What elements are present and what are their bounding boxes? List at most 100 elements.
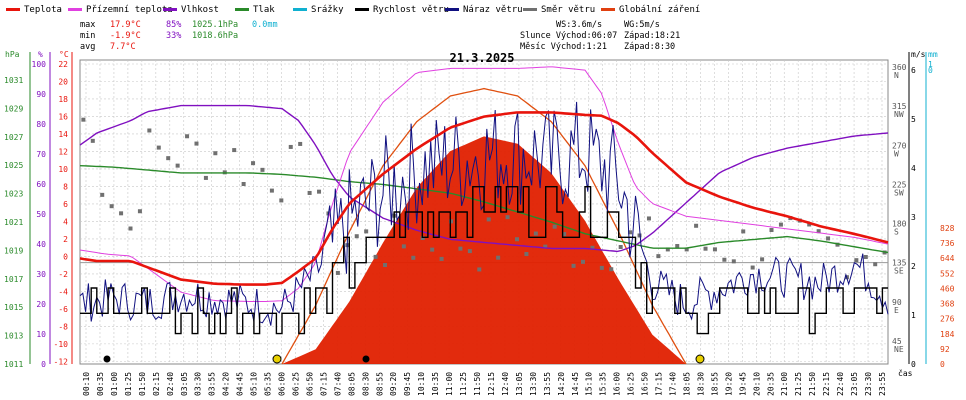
- wind-direction-point: [373, 254, 378, 259]
- dir-tick-deg: 225: [892, 180, 907, 189]
- wind-direction-point: [590, 245, 595, 250]
- x-tick-label: 01:00: [110, 372, 119, 396]
- press-tick-label: 1017: [4, 275, 23, 284]
- rad-tick-label: 368: [940, 300, 955, 309]
- x-tick-label: 03:30: [194, 372, 203, 396]
- x-tick-label: 12:15: [487, 372, 496, 396]
- series-ground-temp: [79, 66, 889, 302]
- x-tick-label: 05:10: [250, 372, 259, 396]
- temp-tick-label: 12: [58, 147, 68, 156]
- wind-direction-point: [477, 267, 482, 272]
- rain-tick-label: 1: [928, 60, 933, 69]
- x-tick-label: 06:25: [291, 372, 300, 396]
- wind-direction-point: [646, 216, 651, 221]
- wind-direction-point: [81, 117, 86, 122]
- x-tick-label: 18:05: [682, 372, 691, 396]
- wind-direction-point: [203, 175, 208, 180]
- wind-direction-point: [712, 247, 717, 252]
- hum-tick-label: 50: [36, 210, 46, 219]
- series-temperature: [79, 111, 889, 286]
- temp-tick-label: 10: [58, 165, 68, 174]
- temp-tick-label: 18: [58, 95, 68, 104]
- legend-label: Vlhkost: [181, 5, 219, 15]
- x-tick-label: 21:00: [780, 372, 789, 396]
- rad-tick-label: 276: [940, 315, 955, 324]
- x-tick-label: 11:50: [473, 372, 482, 396]
- temp-tick-label: -4: [58, 287, 68, 296]
- dir-tick-deg: 180: [892, 220, 907, 229]
- wind-direction-point: [232, 148, 237, 153]
- x-tick-label: 03:05: [180, 372, 189, 396]
- x-tick-label: 13:05: [515, 372, 524, 396]
- press-unit: hPa: [5, 50, 20, 59]
- x-tick-label: 08:55: [375, 372, 384, 396]
- x-tick-label: 01:25: [124, 372, 133, 396]
- press-tick-label: 1023: [4, 190, 23, 199]
- hum-unit: %: [38, 50, 43, 59]
- wind-tick-label: 5: [911, 115, 916, 124]
- wind-direction-point: [741, 229, 746, 234]
- legend-label: Srážky: [311, 5, 344, 15]
- hum-tick-label: 40: [36, 240, 46, 249]
- wind-direction-point: [383, 263, 388, 268]
- wind-direction-point: [524, 252, 529, 257]
- dir-tick-deg: 360: [892, 63, 907, 72]
- hum-tick-label: 20: [36, 300, 46, 309]
- x-tick-label: 13:30: [529, 372, 538, 396]
- temp-unit: °C: [59, 50, 69, 59]
- x-tick-label: 21:25: [794, 372, 803, 396]
- press-tick-label: 1013: [4, 332, 23, 341]
- dir-tick-name: NE: [894, 345, 904, 354]
- x-tick-label: 00:35: [96, 372, 105, 396]
- dir-tick-deg: 90: [892, 298, 902, 307]
- wind-tick-label: 4: [911, 164, 916, 173]
- rad-tick-label: 644: [940, 254, 955, 263]
- stat-avg-label: avg: [80, 42, 95, 52]
- dir-tick-deg: 270: [892, 141, 907, 150]
- wind-direction-point: [166, 156, 171, 161]
- x-tick-label: 02:40: [166, 372, 175, 396]
- wind-direction-point: [354, 234, 359, 239]
- x-tick-label: 11:00: [445, 372, 454, 396]
- stat-max-label: max: [80, 20, 95, 30]
- wind-direction-point: [449, 219, 454, 224]
- x-tick-label: 14:20: [557, 372, 566, 396]
- hum-tick-label: 70: [36, 150, 46, 159]
- temp-tick-label: 2: [63, 235, 68, 244]
- x-tick-label: 05:35: [264, 372, 273, 396]
- wind-tick-label: 3: [911, 213, 916, 222]
- x-tick-label: 14:45: [571, 372, 580, 396]
- press-tick-label: 1011: [4, 360, 23, 369]
- rad-tick-label: 828: [940, 224, 955, 233]
- x-tick-label: 18:55: [710, 372, 719, 396]
- x-tick-label: 07:15: [319, 372, 328, 396]
- wind-direction-point: [100, 192, 105, 197]
- wind-direction-point: [109, 204, 114, 209]
- wind-direction-point: [430, 247, 435, 252]
- legend-label: Tlak: [253, 5, 275, 15]
- legend-label: Teplota: [24, 5, 62, 15]
- temp-tick-label: 0: [63, 252, 68, 261]
- legend-label: Rychlost větru: [373, 5, 449, 15]
- wind-direction-point: [251, 161, 256, 166]
- x-tick-label: 17:40: [669, 372, 678, 396]
- wind-direction-point: [505, 215, 510, 220]
- wind-direction-point: [543, 244, 548, 249]
- temp-tick-label: -2: [58, 270, 68, 279]
- x-tick-label: 19:45: [738, 372, 747, 396]
- stat-avg-temp: 7.7°C: [110, 42, 136, 52]
- press-tick-label: 1031: [4, 76, 23, 85]
- x-tick-label: 17:15: [655, 372, 664, 396]
- x-tick-label: 18:30: [696, 372, 705, 396]
- legend-swatch: [235, 8, 249, 11]
- dir-tick-name: SE: [894, 267, 904, 276]
- x-tick-label: 15:10: [585, 372, 594, 396]
- legend-swatch: [355, 8, 369, 11]
- x-tick-label: 06:00: [278, 372, 287, 396]
- wind-direction-point: [401, 244, 406, 249]
- wind-direction-point: [458, 246, 463, 251]
- wind-direction-point: [128, 226, 133, 231]
- stat-max-press: 1025.1hPa: [192, 20, 238, 30]
- moon-set-marker: [362, 355, 370, 363]
- x-tick-label: 22:40: [836, 372, 845, 396]
